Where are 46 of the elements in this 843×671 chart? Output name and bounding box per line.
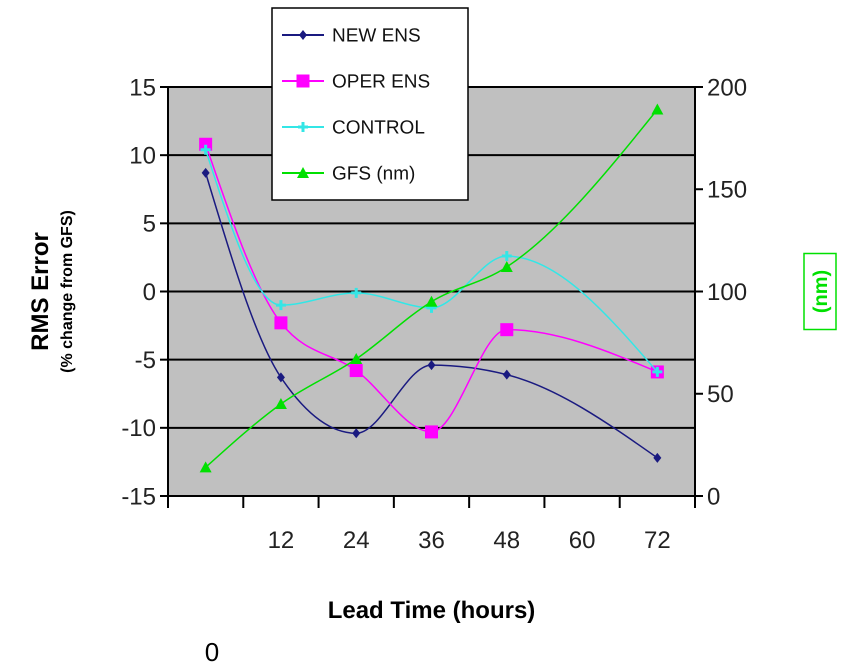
y-axis-title: RMS Error (% change from GFS) bbox=[27, 210, 76, 373]
point bbox=[425, 425, 438, 438]
point bbox=[274, 398, 287, 409]
point bbox=[276, 300, 286, 310]
point bbox=[350, 352, 362, 364]
y2-tick-label: 150 bbox=[707, 176, 748, 204]
x-tick-label: 24 bbox=[342, 527, 370, 554]
y2-tick-label: 50 bbox=[707, 381, 734, 408]
y-tick-label: -10 bbox=[121, 415, 156, 442]
point bbox=[351, 288, 362, 298]
point bbox=[350, 364, 363, 378]
point bbox=[651, 103, 664, 114]
y2-tick-label: 200 bbox=[707, 74, 748, 102]
y2-tick-label: 0 bbox=[707, 483, 720, 510]
point bbox=[274, 316, 288, 330]
legend-label: OPER ENS bbox=[332, 72, 430, 93]
y-tick-label: -5 bbox=[134, 347, 156, 374]
y2-tick-label: 100 bbox=[707, 278, 748, 306]
x-tick-label: 60 bbox=[568, 527, 596, 554]
legend-label: CONTROL bbox=[332, 118, 425, 139]
y-tick-label: 5 bbox=[142, 210, 156, 238]
x-tick-label: 48 bbox=[493, 527, 520, 554]
point bbox=[500, 260, 513, 272]
point bbox=[500, 323, 514, 336]
point bbox=[502, 251, 512, 262]
point bbox=[276, 372, 285, 382]
y-tick-label: -15 bbox=[121, 483, 156, 510]
y-tick-label: 0 bbox=[142, 278, 156, 306]
x-tick-label: 72 bbox=[644, 527, 671, 554]
text: 0 bbox=[204, 637, 220, 667]
point bbox=[502, 370, 511, 380]
legend-label: GFS (nm) bbox=[332, 164, 416, 185]
y-tick-label: 10 bbox=[129, 142, 156, 170]
point bbox=[426, 296, 438, 307]
point bbox=[202, 168, 210, 178]
x-tick-label: 36 bbox=[418, 527, 445, 554]
y-tick-label: 15 bbox=[129, 74, 156, 102]
point bbox=[653, 452, 662, 463]
point bbox=[200, 144, 211, 155]
y2-axis-title: (nm) bbox=[810, 270, 832, 314]
x-axis-title: Lead Time (hours) bbox=[328, 597, 536, 624]
point bbox=[200, 461, 212, 472]
x-tick-label: 12 bbox=[268, 527, 294, 554]
point bbox=[352, 428, 360, 438]
legend-label: NEW ENS bbox=[332, 26, 421, 47]
point bbox=[428, 360, 436, 370]
